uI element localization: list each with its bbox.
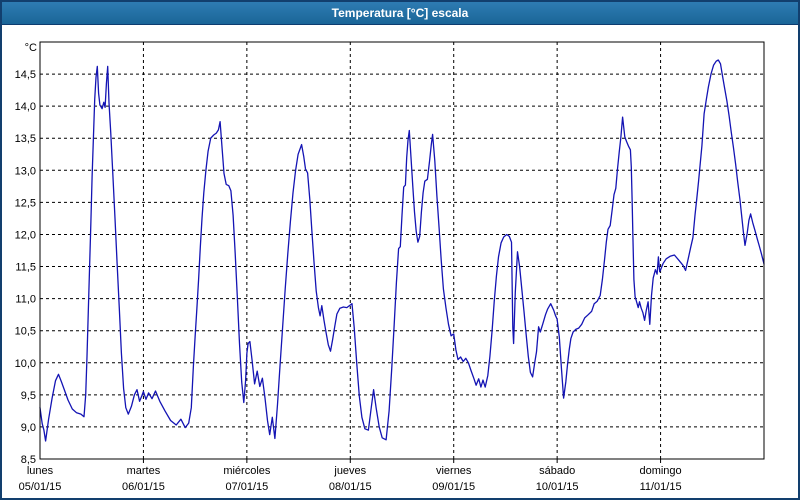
x-date-label: 08/01/15	[329, 481, 372, 493]
y-tick-label: 9,5	[21, 390, 36, 402]
x-date-label: 05/01/15	[19, 481, 62, 493]
window-titlebar: Temperatura [°C] escala	[2, 2, 798, 25]
y-tick-label: 14,5	[15, 69, 36, 81]
y-tick-label: 12,5	[15, 197, 36, 209]
y-tick-label: 10,0	[15, 358, 36, 370]
plot-frame	[39, 41, 765, 460]
y-tick-label: 14,0	[15, 101, 36, 113]
y-axis-unit-label: °C	[25, 42, 37, 54]
y-tick-label: 10,5	[15, 326, 36, 338]
y-tick-label: 13,0	[15, 165, 36, 177]
x-day-label: miércoles	[223, 465, 271, 477]
x-day-label: viernes	[436, 465, 472, 477]
x-date-label: 07/01/15	[225, 481, 268, 493]
x-day-label: domingo	[639, 465, 681, 477]
x-day-label: jueves	[333, 465, 366, 477]
window-title: Temperatura [°C] escala	[331, 6, 469, 20]
y-tick-label: 11,5	[15, 262, 36, 274]
x-date-label: 09/01/15	[432, 481, 475, 493]
y-tick-label: 13,5	[15, 133, 36, 145]
x-date-label: 06/01/15	[122, 481, 165, 493]
x-day-label: martes	[127, 465, 161, 477]
x-date-label: 11/01/15	[640, 481, 682, 493]
y-tick-label: 9,0	[21, 422, 36, 434]
y-tick-label: 12,0	[15, 229, 36, 241]
temperature-series-line	[39, 59, 765, 442]
x-day-label: lunes	[27, 465, 54, 477]
x-day-label: sábado	[539, 465, 575, 477]
y-tick-label: 8,5	[21, 454, 36, 466]
x-date-label: 10/01/15	[536, 481, 579, 493]
y-tick-label: 11,0	[15, 294, 36, 306]
